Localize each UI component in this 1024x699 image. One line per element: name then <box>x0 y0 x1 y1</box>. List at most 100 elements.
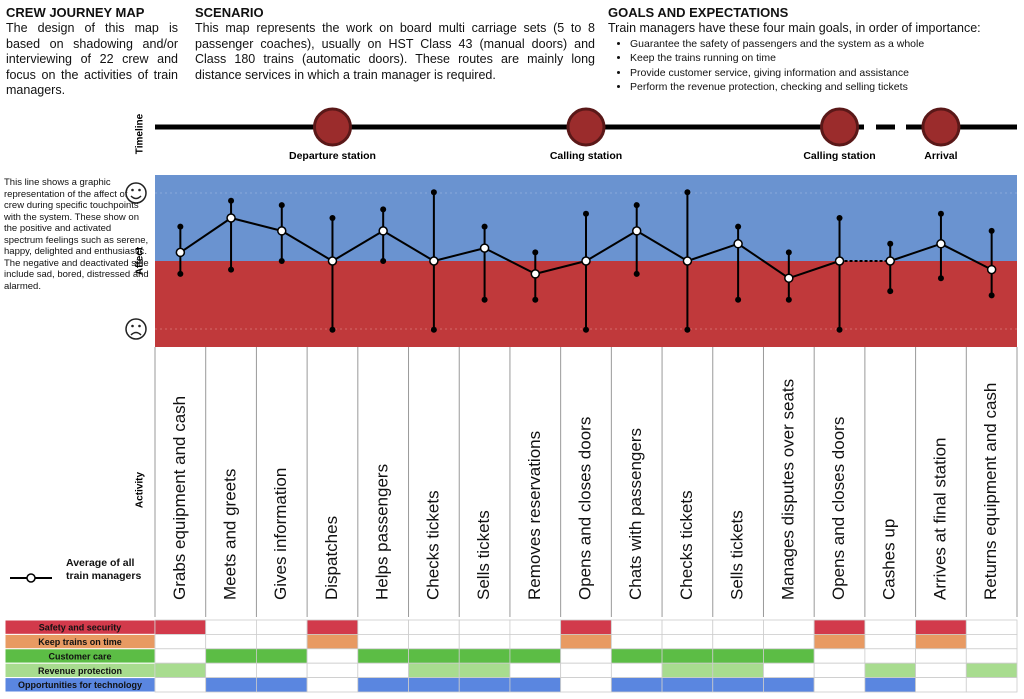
category-cell <box>154 677 207 693</box>
category-cell <box>458 634 511 650</box>
average-segment <box>230 217 283 232</box>
category-cell <box>154 648 207 664</box>
category-cell <box>458 619 511 635</box>
category-cell <box>661 634 714 650</box>
average-point <box>429 256 439 266</box>
average-point <box>277 226 287 236</box>
category-cell <box>610 662 663 679</box>
category-cell-filled <box>610 648 663 664</box>
activity-label: Manages disputes over seats <box>778 379 797 600</box>
average-point <box>936 239 946 249</box>
range-high <box>735 223 742 230</box>
station-marker <box>921 107 961 147</box>
range-high <box>684 189 691 196</box>
range-high <box>329 215 336 221</box>
average-point <box>682 256 693 266</box>
category-cell <box>306 662 359 679</box>
category-cell <box>205 662 257 679</box>
category-cell-filled <box>661 677 714 693</box>
category-cell <box>813 648 866 664</box>
category-cell <box>154 634 207 650</box>
range-low <box>836 326 843 333</box>
average-point <box>175 247 186 258</box>
category-cell-filled <box>610 677 663 693</box>
range-high <box>177 223 184 230</box>
station-marker <box>820 107 860 147</box>
range-low <box>380 258 387 264</box>
activity-label: Cashes up <box>880 519 899 600</box>
station-label: Arrival <box>924 150 957 162</box>
activity-label: Checks tickets <box>677 490 696 600</box>
category-cell-filled <box>712 648 764 664</box>
range-high <box>278 202 285 209</box>
range-low <box>583 326 589 333</box>
average-point <box>327 256 338 266</box>
category-cell <box>509 634 562 650</box>
range-low <box>177 270 184 277</box>
category-cell-filled <box>154 662 207 679</box>
face-eye <box>131 188 134 192</box>
legend-label: Average of all train managers <box>66 557 142 582</box>
category-cell-filled <box>458 648 511 664</box>
category-cell <box>610 634 663 650</box>
category-cell-filled <box>712 677 764 693</box>
average-segment <box>737 242 790 280</box>
paragraph: The design of this map is based on shado… <box>6 21 178 97</box>
activity-label: Meets and greets <box>221 469 240 600</box>
category-cell <box>306 648 359 664</box>
activity-label: Helps passengers <box>373 464 392 600</box>
activity-label: Checks tickets <box>423 490 442 600</box>
category-cell <box>560 662 612 679</box>
range-high <box>836 215 843 221</box>
category-cell-filled <box>509 677 562 693</box>
average-point <box>986 264 997 275</box>
station-label: Departure station <box>289 150 376 162</box>
heading: SCENARIO <box>195 5 264 20</box>
category-cell-filled <box>458 662 511 679</box>
range-high <box>633 202 640 209</box>
category-cell-filled <box>408 677 460 693</box>
category-cell <box>965 677 1018 693</box>
category-cell-filled <box>357 677 409 693</box>
category-cell-filled <box>205 648 257 664</box>
average-segment <box>940 242 993 271</box>
map-intro: CREW JOURNEY MAP The design of this map … <box>6 5 178 99</box>
activity-label: Opens and closes doors <box>575 417 594 600</box>
range-low <box>785 296 792 303</box>
average-point <box>378 226 388 236</box>
average-segment <box>636 230 688 262</box>
category-cell-filled <box>965 662 1018 679</box>
category-cell-filled <box>560 619 612 635</box>
face-icon <box>125 318 147 340</box>
average-point <box>581 256 591 266</box>
category-cell <box>408 634 460 650</box>
activity-label: Arrives at final station <box>930 437 949 600</box>
range-high <box>228 197 235 204</box>
category-cell <box>256 634 308 650</box>
activity-label: Sells tickets <box>728 510 747 600</box>
goal-item: Provide customer service, giving informa… <box>630 66 1020 81</box>
activity-label: Chats with passengers <box>626 428 645 600</box>
category-label: Customer care <box>48 651 111 661</box>
face-eye <box>138 324 141 328</box>
average-segment <box>433 247 485 262</box>
range-low <box>329 326 336 333</box>
average-point <box>733 239 743 249</box>
category-cell-filled <box>712 662 764 679</box>
goal-item: Guarantee the safety of passengers and t… <box>630 37 1020 52</box>
average-point <box>530 269 541 279</box>
range-high <box>887 240 894 247</box>
section-label: Timeline <box>135 113 146 154</box>
category-label: Keep trains on time <box>38 637 122 647</box>
category-cell-filled <box>408 648 460 664</box>
range-high <box>937 210 944 217</box>
category-cell <box>357 634 409 650</box>
activity-label: Gives information <box>271 468 290 600</box>
section-label: Affect <box>135 246 146 275</box>
category-cell <box>915 662 967 679</box>
category-cell <box>763 634 815 650</box>
range-low <box>430 326 437 333</box>
category-cell <box>915 677 967 693</box>
